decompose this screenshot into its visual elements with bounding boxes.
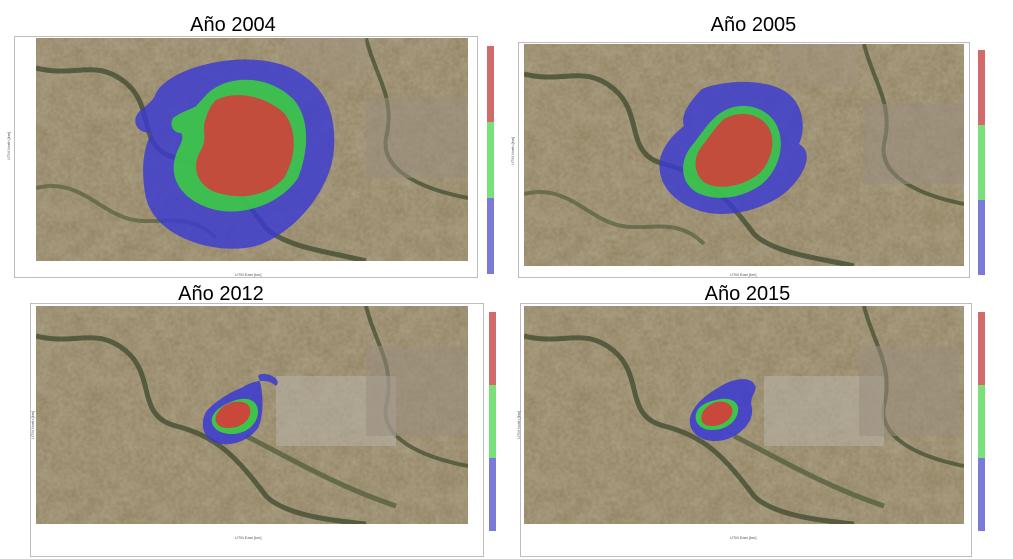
panel-2012: Año 2012 UTM East [km] UTM North [km] [0,279,506,559]
panel-2004: Año 2004 UTM East [km] UTM North [km] [0,0,506,279]
y-axis-label: UTM North [km] [516,410,521,439]
y-axis-label: UTM North [km] [510,136,515,165]
map-svg [524,44,964,266]
x-axis-label: UTM East [km] [730,535,757,540]
legend-green [489,385,496,458]
legend-blue [978,200,985,275]
legend-red [489,312,496,385]
legend-blue [489,458,496,531]
map-svg [524,306,964,524]
panel-title: Año 2004 [190,14,276,36]
map-view-2015[interactable] [524,306,964,524]
x-axis-label: UTM East [km] [730,272,757,277]
panel-title: Año 2015 [704,283,791,305]
legend-green [487,122,494,198]
map-view-2004[interactable] [36,38,468,261]
legend-red [978,50,985,125]
legend-blue [978,458,985,531]
legend-red [978,312,985,385]
legend-green [978,385,985,458]
legend-red [487,46,494,122]
x-axis-label: UTM East [km] [235,272,262,277]
map-svg [36,38,468,261]
legend-blue [487,198,494,274]
map-view-2012[interactable] [36,306,468,524]
map-svg [36,306,468,524]
panel-2005: Año 2005 UTM East [km] UTM North [km] [506,0,1013,279]
x-axis-label: UTM East [km] [235,535,262,540]
panel-2015: Año 2015 UTM East [km] UTM North [km] [506,279,1013,559]
map-view-2005[interactable] [524,44,964,266]
y-axis-label: UTM North [km] [6,131,11,160]
panel-title: Año 2012 [178,283,264,305]
legend-green [978,125,985,200]
y-axis-label: UTM North [km] [30,410,35,439]
panel-title: Año 2005 [710,14,797,36]
